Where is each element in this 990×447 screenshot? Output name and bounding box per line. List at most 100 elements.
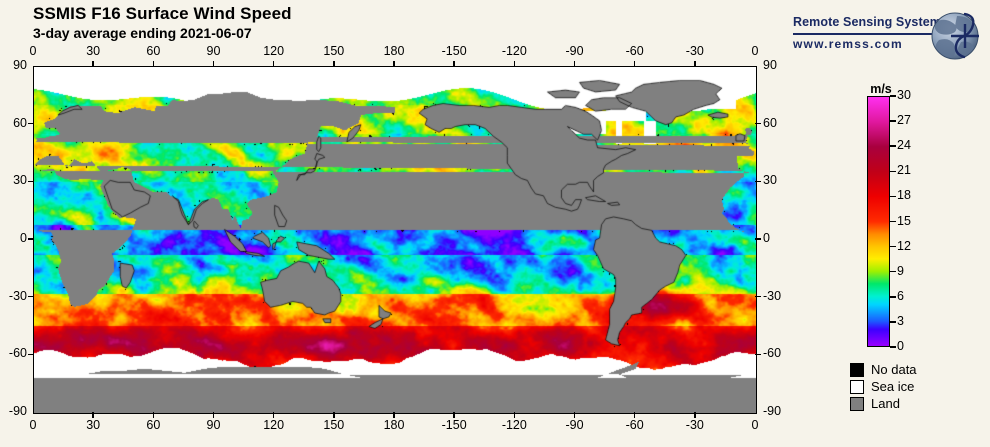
y-axis-tick-label: -30 [8,288,27,303]
legend-swatch [850,397,864,411]
x-axis-tick-mark [92,412,94,418]
y-axis-tick-label: 0 [763,231,770,245]
page-subtitle: 3-day average ending 2021-06-07 [33,25,252,41]
logo-organization: Remote Sensing Systems [793,15,949,29]
x-axis-tick-label: 150 [323,418,345,432]
x-axis-tick-mark [513,61,516,67]
x-axis-tick-mark [694,412,696,418]
x-axis-tick-label: -120 [501,44,527,58]
colorbar-tick-mark [890,170,896,173]
y-axis-tick-mark [755,295,761,298]
x-axis-tick-mark [272,61,275,67]
colorbar-unit-label: m/s [870,82,892,96]
x-axis-tick-label: -150 [441,44,467,58]
colorbar-tick-label: 21 [897,163,911,178]
colorbar-tick-label: 15 [897,213,911,228]
x-axis-tick-label: 180 [383,44,405,58]
legend-swatch [850,380,864,394]
colorbar-tick-label: 6 [897,288,904,303]
y-axis-tick-mark [755,353,761,356]
colorbar-tick-label: 18 [897,188,911,203]
x-axis-tick-mark [212,61,215,67]
x-axis-tick-mark [333,412,335,418]
legend-label: Sea ice [871,379,915,394]
colorbar-tick-mark [890,296,896,298]
x-axis-tick-label: 0 [751,44,759,58]
colorbar-tick-mark [890,245,896,248]
legend-label: No data [871,362,917,377]
x-axis-tick-label: 60 [146,418,161,432]
colorbar-tick-mark [890,95,896,97]
colorbar-tick-label: 27 [897,113,911,128]
colorbar-tick-mark [890,195,896,198]
page-title: SSMIS F16 Surface Wind Speed [33,4,292,23]
y-axis-tick-mark [28,353,34,356]
colorbar-tick-mark [890,145,896,147]
x-axis-tick-mark [453,61,455,67]
x-axis-tick-label: 90 [206,44,221,58]
x-axis-tick-label: -90 [565,418,584,432]
x-axis-tick-mark [212,412,215,418]
x-axis-tick-mark [633,412,636,418]
colorbar-tick-mark [890,270,896,273]
y-axis-tick-mark [755,122,761,125]
legend-swatch [850,363,864,377]
x-axis-tick-mark [633,61,636,67]
colorbar-tick-label: 9 [897,263,904,278]
x-axis-tick-mark [272,412,275,418]
y-axis-tick-label: -60 [8,346,27,361]
y-axis-tick-label: 0 [20,231,27,245]
colorbar [867,96,890,347]
x-axis-tick-mark [393,412,395,418]
x-axis-tick-mark [92,61,94,67]
x-axis-tick-label: -90 [565,44,584,58]
x-axis-tick-mark [513,412,516,418]
y-axis-tick-label: 60 [13,115,27,130]
colorbar-tick-mark [890,321,896,323]
x-axis-tick-label: -120 [501,418,527,432]
x-axis-tick-label: 30 [86,418,101,432]
y-axis-tick-label: 90 [763,58,777,72]
x-axis-tick-label: 180 [383,418,405,432]
x-axis-tick-label: 120 [263,44,285,58]
x-axis-tick-mark [393,61,395,67]
wind-speed-map[interactable] [33,66,757,414]
colorbar-tick-mark [890,120,896,122]
logo-website: www.remss.com [793,37,903,51]
y-axis-tick-mark [755,180,761,183]
x-axis-tick-label: 30 [86,44,101,58]
y-axis-tick-label: 30 [13,173,27,188]
remss-logo: Remote Sensing Systems www.remss.com [793,10,983,62]
x-axis-tick-mark [694,61,696,67]
x-axis-tick-label: 0 [29,44,37,58]
x-axis-tick-label: 120 [263,418,285,432]
colorbar-tick-label: 3 [897,313,904,328]
x-axis-tick-label: -150 [441,418,467,432]
y-axis-tick-mark [28,295,34,298]
map-canvas [34,67,756,413]
y-axis-tick-label: -90 [763,404,782,418]
x-axis-tick-label: 0 [29,418,37,432]
y-axis-tick-label: -30 [763,288,782,303]
colorbar-tick-mark [890,220,896,223]
globe-icon [931,12,979,60]
x-axis-tick-label: -30 [685,44,704,58]
y-axis-tick-label: -60 [763,346,782,361]
x-axis-tick-label: -30 [685,418,704,432]
logo-divider [793,33,945,35]
x-axis-tick-mark [453,412,455,418]
colorbar-tick-label: 12 [897,238,911,253]
x-axis-tick-label: 90 [206,418,221,432]
y-axis-tick-mark [28,122,34,125]
x-axis-tick-label: 0 [751,418,759,432]
y-axis-tick-label: 60 [763,115,777,130]
y-axis-tick-mark [28,180,34,183]
y-axis-tick-label: 90 [13,58,27,72]
x-axis-tick-mark [152,412,155,418]
x-axis-tick-mark [333,61,335,67]
y-axis-tick-mark [28,238,34,240]
colorbar-tick-label: 24 [897,138,911,153]
colorbar-tick-label: 30 [897,88,911,102]
x-axis-tick-label: 150 [323,44,345,58]
y-axis-tick-label: -90 [8,404,27,418]
